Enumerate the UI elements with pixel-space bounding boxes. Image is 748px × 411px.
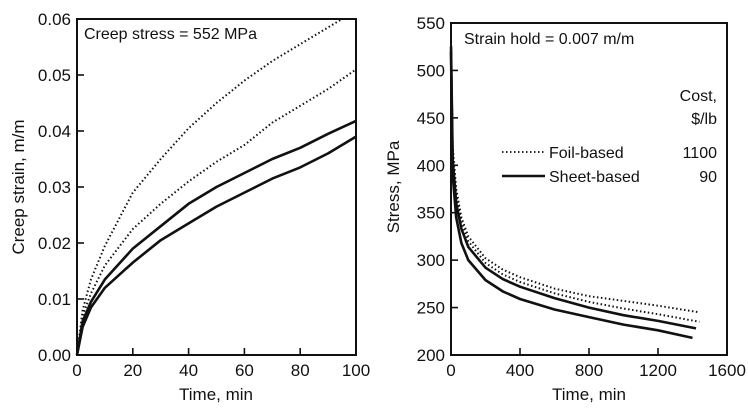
y-tick-label: 0.01 (38, 290, 71, 309)
y-tick-label: 500 (417, 61, 445, 80)
x-axis-label: Time, min (179, 385, 253, 404)
y-tick-label: 350 (417, 204, 445, 223)
creep-strain-chart: Creep stress = 552 MPa Time, min Creep s… (9, 10, 370, 404)
plot-frame (450, 22, 728, 356)
x-tick-label: 20 (123, 361, 142, 380)
y-tick-label: 300 (417, 251, 445, 270)
legend-label-foil: Foil-based (549, 145, 624, 162)
x-tick-label: 400 (506, 361, 534, 380)
x-tick-label: 0 (72, 361, 81, 380)
legend: Cost, $/lb Foil-based 1100 Sheet-based 9… (502, 88, 717, 186)
legend-label-sheet: Sheet-based (549, 169, 640, 186)
series-line-solid (449, 46, 697, 330)
y-tick-label: 450 (417, 109, 445, 128)
y-tick-label: 400 (417, 156, 445, 175)
legend-cost-sheet: 90 (699, 169, 717, 186)
x-tick-label: 100 (342, 361, 370, 380)
series-line-solid (75, 119, 357, 356)
x-tick-label: 1600 (708, 361, 746, 380)
series-line-dotted (76, 68, 357, 356)
x-tick-label: 60 (235, 361, 254, 380)
x-tick-label: 80 (291, 361, 310, 380)
y-tick-label: 0.02 (38, 234, 71, 253)
x-tick-label: 800 (575, 361, 603, 380)
y-axis-label: Stress, MPa (384, 140, 403, 233)
y-tick-label: 550 (417, 14, 445, 33)
y-tick-label: 0.03 (38, 178, 71, 197)
x-tick-label: 1200 (639, 361, 677, 380)
y-axis-label: Creep strain, m/m (9, 119, 28, 254)
legend-cost-foil: 1100 (683, 145, 718, 162)
legend-header-line2: $/lb (691, 111, 717, 128)
stress-relaxation-chart: Strain hold = 0.007 m/m Time, min Stress… (384, 14, 746, 404)
y-tick-label: 0.06 (38, 10, 71, 29)
series-line-solid (449, 51, 693, 340)
series-group (449, 37, 700, 340)
legend-header-line1: Cost, (680, 88, 717, 105)
series-group (75, 18, 357, 356)
y-tick-label: 0.00 (38, 346, 71, 365)
chart-annotation: Creep stress = 552 MPa (84, 26, 257, 43)
y-tick-label: 250 (417, 299, 445, 318)
y-tick-label: 200 (417, 346, 445, 365)
series-line-solid (75, 135, 357, 356)
series-line-dotted (76, 18, 343, 356)
x-tick-label: 40 (179, 361, 198, 380)
x-axis-label: Time, min (552, 385, 626, 404)
y-tick-label: 0.04 (38, 122, 71, 141)
chart-annotation: Strain hold = 0.007 m/m (464, 31, 634, 48)
y-tick-label: 0.05 (38, 66, 71, 85)
x-tick-label: 0 (446, 361, 455, 380)
